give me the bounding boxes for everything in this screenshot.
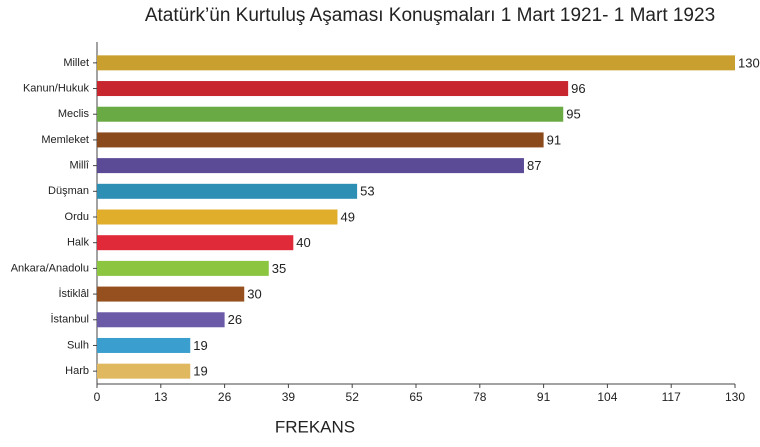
y-tick-label: Harb [65,365,89,377]
y-tick-label: Sulh [67,339,89,351]
bar [97,106,564,122]
y-tick-label: Halk [67,237,90,249]
bar [97,158,524,174]
value-label: 130 [738,55,760,70]
bar [97,55,735,71]
x-tick-label: 91 [537,390,551,404]
value-label: 53 [360,184,374,199]
y-tick-label: Meclis [58,108,90,120]
bar [97,209,338,225]
chart-title: Atatürk’ün Kurtuluş Aşaması Konuşmaları … [145,5,715,26]
y-tick-label: Kanun/Hukuk [23,82,90,94]
x-tick-label: 26 [218,390,232,404]
bar [97,81,569,97]
x-tick-label: 117 [662,390,681,404]
x-tick-label: 13 [154,390,168,404]
bar [97,132,544,148]
y-tick-label: Düşman [48,185,89,197]
y-tick-label: Ordu [65,211,89,223]
value-label: 87 [527,158,541,173]
bar [97,363,191,379]
value-label: 19 [193,364,207,379]
bar [97,260,269,276]
x-tick-label: 78 [473,390,487,404]
value-label: 26 [228,312,242,327]
x-tick-label: 39 [282,390,296,404]
x-tick-label: 52 [346,390,360,404]
value-label: 30 [247,287,261,302]
bar [97,312,225,328]
y-tick-label: Ankara/Anadolu [11,262,89,274]
value-label: 35 [272,261,286,276]
value-label: 49 [340,209,354,224]
value-label: 19 [193,338,207,353]
x-tick-label: 130 [725,390,745,404]
value-label: 40 [296,235,310,250]
bar [97,235,294,251]
y-tick-label: İstiklâl [58,287,89,300]
y-tick-label: İstanbul [50,313,89,326]
value-label: 95 [566,107,580,122]
y-tick-label: Memleket [41,134,89,146]
bar [97,183,358,199]
x-tick-label: 65 [409,390,423,404]
x-axis-label: FREKANS [275,417,355,436]
value-label: 91 [547,132,561,147]
y-tick-label: Millet [63,57,89,69]
value-label: 96 [571,81,585,96]
bar [97,337,191,353]
x-tick-label: 0 [94,390,101,404]
y-tick-label: Millî [69,160,89,172]
x-tick-label: 104 [597,390,617,404]
bar [97,286,245,302]
